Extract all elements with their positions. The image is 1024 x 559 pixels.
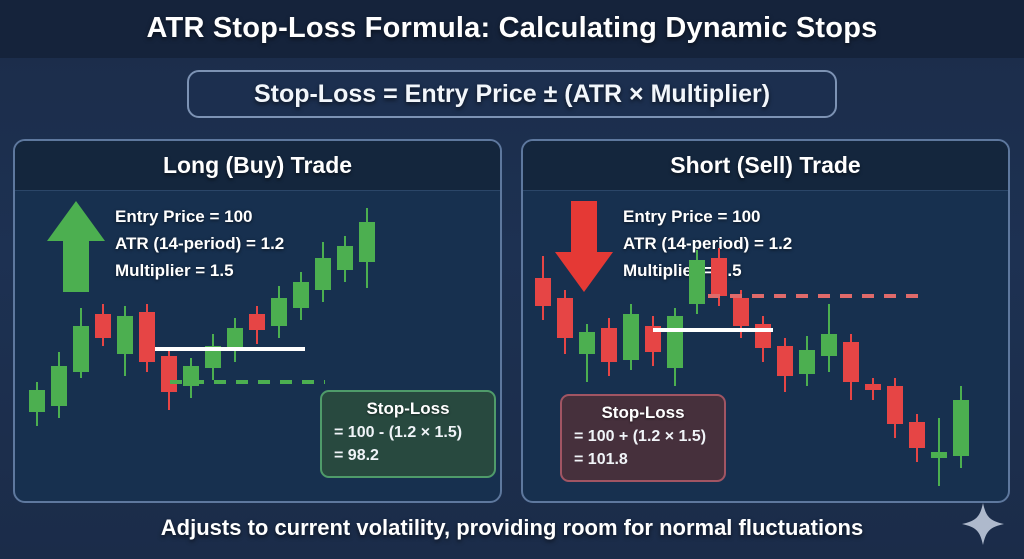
panel-short-header: Short (Sell) Trade: [523, 141, 1008, 191]
title-band: [0, 0, 1024, 58]
stop-loss-box-long: Stop-Loss = 100 - (1.2 × 1.5) = 98.2: [320, 390, 496, 478]
stop-loss-long-result: = 98.2: [334, 447, 379, 464]
arrow-down-icon: [555, 201, 613, 292]
formula-text: Stop-Loss = Entry Price ± (ATR × Multipl…: [253, 79, 771, 108]
long-info-list: Entry Price = 100 ATR (14-period) = 1.2 …: [115, 203, 284, 284]
sparkle-icon: [962, 503, 1004, 545]
panel-short-title: Short (Sell) Trade: [670, 152, 861, 178]
stop-loss-short-expression: = 100 + (1.2 × 1.5): [574, 428, 707, 445]
long-info-entry: Entry Price = 100: [115, 207, 253, 226]
stop-loss-short-title: Stop-Loss: [601, 403, 685, 422]
panel-long-trade: Long (Buy) Trade Entry Price = 100 ATR (…: [13, 139, 502, 503]
stop-loss-short-result: = 101.8: [574, 451, 628, 468]
panel-long-header: Long (Buy) Trade: [15, 141, 500, 191]
panel-long-title: Long (Buy) Trade: [162, 152, 353, 178]
long-info-multiplier: Multiplier = 1.5: [115, 261, 234, 280]
long-info-atr: ATR (14-period) = 1.2: [115, 234, 285, 253]
stop-loss-box-short: Stop-Loss = 100 + (1.2 × 1.5) = 101.8: [560, 394, 726, 482]
footer-caption: Adjusts to current volatility, providing…: [160, 515, 864, 540]
candlestick-chart-long: [29, 208, 375, 426]
arrow-up-icon: [47, 201, 105, 292]
stop-loss-long-title: Stop-Loss: [366, 399, 450, 418]
page-title: ATR Stop-Loss Formula: Calculating Dynam…: [146, 12, 878, 44]
short-info-entry: Entry Price = 100: [623, 207, 761, 226]
short-info-atr: ATR (14-period) = 1.2: [623, 234, 793, 253]
formula-box: Stop-Loss = Entry Price ± (ATR × Multipl…: [187, 70, 837, 118]
candlestick-chart-short: [535, 248, 969, 486]
stop-loss-long-expression: = 100 - (1.2 × 1.5): [334, 424, 463, 441]
